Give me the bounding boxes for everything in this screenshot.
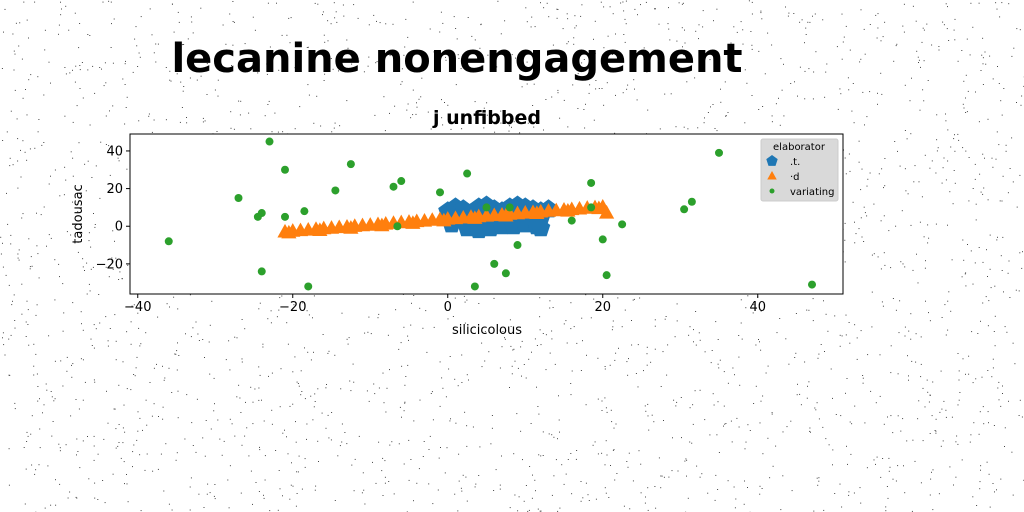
triangle-point (374, 217, 390, 232)
circle-point (436, 188, 444, 197)
y-tick-label: −20 (96, 257, 123, 272)
circle-point (300, 207, 309, 216)
triangle-point (599, 205, 615, 219)
circle-point (808, 280, 816, 289)
triangle-point (498, 207, 514, 222)
x-tick-label: 0 (444, 300, 452, 315)
triangle-point (467, 210, 483, 224)
circle-point (687, 197, 696, 206)
legend-label: .t. (790, 157, 800, 168)
circle-point (513, 241, 522, 250)
pentagon-point (531, 218, 551, 237)
circle-point (265, 137, 274, 146)
circle-point (598, 235, 607, 244)
circle-point (567, 216, 576, 225)
triangle-point (560, 202, 576, 217)
legend-box (760, 138, 839, 202)
triangle-point (591, 200, 607, 215)
circle-point (331, 186, 340, 195)
circle-point (257, 267, 266, 276)
axes-title: j unfibbed (432, 107, 541, 129)
legend-marker-pentagon (766, 155, 778, 166)
triangle-point (405, 215, 421, 229)
circle-point (490, 259, 499, 268)
legend-marker-triangle (767, 171, 777, 180)
circle-point (602, 271, 611, 280)
x-tick-label: 20 (594, 300, 611, 315)
x-tick-label: 40 (749, 300, 766, 315)
circle-point (389, 182, 398, 191)
triangle-point (343, 220, 359, 234)
x-axis-label: silicicolous (452, 323, 522, 338)
circle-point (680, 205, 689, 214)
circle-point (234, 194, 243, 202)
legend-label: ·d (790, 172, 800, 183)
y-tick-label: 40 (106, 144, 123, 159)
triangle-point (281, 224, 297, 239)
x-tick-label: −20 (279, 300, 306, 315)
legend-title: elaborator (773, 142, 826, 153)
circle-point (618, 220, 627, 229)
circle-point (482, 203, 491, 212)
y-tick-label: 0 (115, 220, 123, 235)
circle-point (505, 203, 514, 212)
circle-point (501, 269, 510, 278)
circle-point (587, 178, 596, 187)
circle-point (164, 237, 173, 246)
circle-point (587, 203, 596, 212)
circle-point (281, 212, 289, 221)
circle-point (257, 209, 266, 218)
legend-marker-circle (769, 188, 775, 194)
legend-label: variating (790, 187, 834, 198)
y-axis-ticks: −20 0 20 40 (96, 144, 130, 272)
triangle-point (312, 222, 328, 236)
circle-point (281, 165, 289, 174)
legend: elaborator .t. ·d variating (760, 138, 839, 202)
x-tick-label: −40 (124, 300, 151, 315)
triangle-point (436, 212, 452, 227)
circle-point (346, 160, 355, 169)
series-variating-marks (164, 137, 816, 291)
circle-point (304, 282, 313, 291)
circle-point (470, 282, 479, 291)
figure-title: lecanine nonengagement (171, 36, 742, 82)
circle-point (397, 177, 406, 186)
circle-point (393, 222, 402, 231)
circle-point (463, 169, 472, 178)
y-tick-label: 20 (106, 182, 123, 197)
triangle-point (529, 205, 545, 220)
x-axis-ticks: −40 −20 0 20 40 (124, 294, 766, 315)
circle-point (715, 148, 723, 157)
y-axis-label: tadousac (71, 184, 86, 243)
